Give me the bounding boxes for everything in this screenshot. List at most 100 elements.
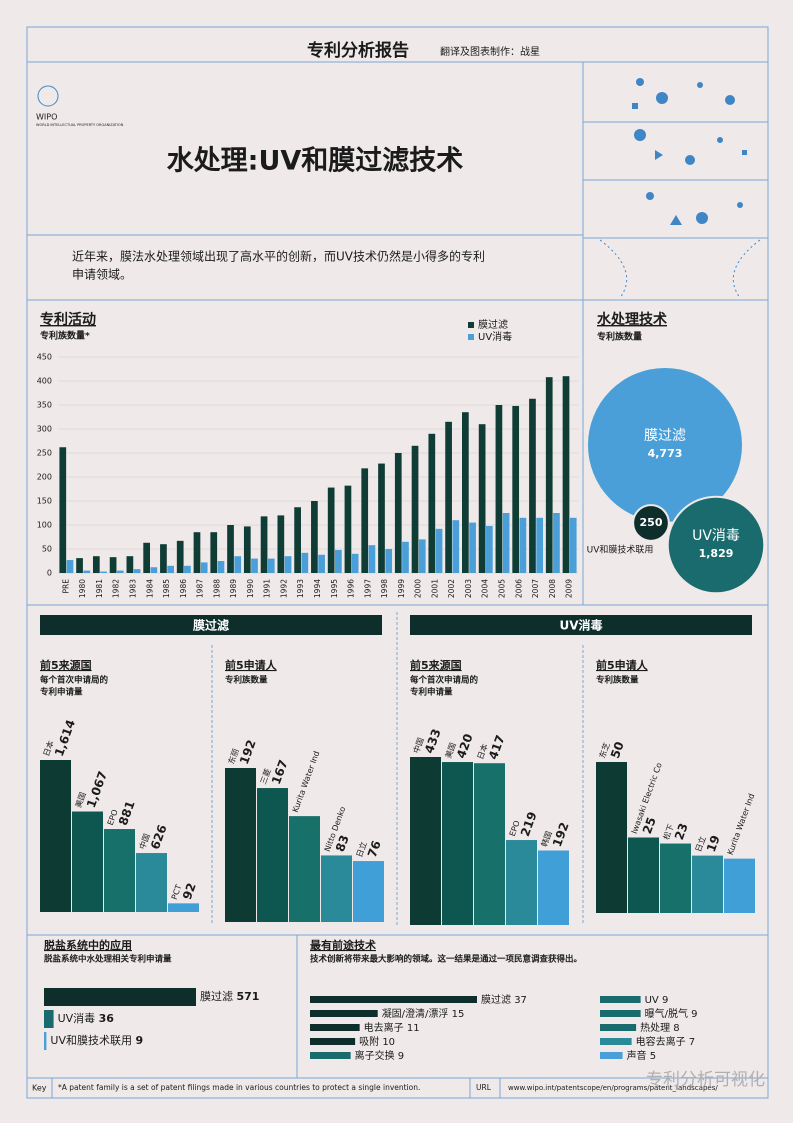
y-tick-label: 250	[37, 449, 52, 458]
bar-category: 膜过滤	[200, 990, 233, 1003]
bar	[251, 558, 258, 573]
bar	[311, 501, 318, 573]
x-tick-label: 1998	[380, 579, 389, 598]
bar-value: 9	[691, 1009, 697, 1020]
chart-title: 前5来源国	[40, 658, 92, 672]
x-tick-label: 1992	[279, 579, 288, 598]
y-tick-label: 50	[42, 545, 52, 554]
bar	[600, 996, 641, 1003]
bar	[385, 549, 393, 573]
x-tick-label: 1981	[95, 579, 104, 598]
bar	[310, 1052, 351, 1059]
x-tick-label: PRE	[61, 579, 70, 594]
y-tick-label: 150	[37, 497, 52, 506]
y-tick-label: 450	[37, 353, 52, 362]
bar	[442, 762, 473, 925]
bar	[562, 376, 570, 573]
legend-label: 膜过滤	[478, 318, 508, 331]
bar	[227, 525, 234, 573]
bar	[150, 567, 158, 573]
bar-category: 吸附	[359, 1035, 379, 1048]
bar	[310, 1038, 356, 1045]
x-tick-label: 1984	[145, 579, 154, 598]
bar	[143, 542, 151, 573]
chart-subtitle: 专利族数量	[225, 675, 268, 686]
bar	[553, 513, 560, 573]
bar-category: UV	[645, 995, 659, 1006]
bar	[72, 811, 103, 912]
bar-value: 10	[382, 1037, 395, 1048]
intro-line: 近年来，膜法水处理领域出现了高水平的创新，而UV技术仍然是小得多的专利	[72, 249, 485, 264]
x-tick-label: 1993	[296, 579, 305, 598]
bar	[321, 855, 352, 922]
x-tick-label: 1982	[112, 579, 121, 598]
x-tick-label: 2001	[430, 579, 439, 598]
bar	[168, 903, 199, 912]
bar	[545, 377, 553, 573]
bar	[318, 554, 325, 573]
chart-title: 最有前途技术	[310, 938, 376, 952]
x-tick-label: 1983	[128, 579, 137, 598]
chart-title: 水处理技术	[597, 311, 667, 328]
chart-subtitle: 专利族数量*	[40, 330, 90, 342]
y-tick-label: 350	[37, 401, 52, 410]
bar	[310, 1010, 378, 1017]
bar-label: 电去离子 11	[364, 1021, 420, 1034]
footer-url: www.wipo.int/patentscope/en/programs/pat…	[508, 1084, 718, 1092]
bar-label: 声音 5	[627, 1049, 657, 1062]
intro-line: 申请领域。	[72, 268, 132, 282]
credit: 翻译及图表制作：战星	[440, 45, 540, 58]
bar	[66, 560, 74, 573]
y-tick-label: 200	[37, 473, 52, 482]
chart-title: 专利活动	[40, 311, 96, 328]
x-tick-label: 1980	[78, 579, 87, 598]
chart-subtitle: 专利族数量	[597, 331, 642, 343]
decoration	[37, 78, 761, 299]
logo-sub: WORLD INTELLECTUAL PROPERTY ORGANIZATION	[36, 123, 124, 127]
bar	[335, 549, 342, 573]
bar	[506, 840, 537, 925]
bar	[126, 556, 134, 573]
bubble-value: 1,829	[699, 547, 734, 560]
bar-value: 7	[689, 1037, 695, 1048]
main-title: 水处理:UV和膜过滤技术	[167, 146, 464, 177]
bar-value: 37	[514, 995, 527, 1006]
bar-category: 电容去离子	[636, 1035, 686, 1048]
bar	[176, 540, 184, 573]
bar-label: 离子交换 9	[355, 1049, 405, 1062]
section-header	[40, 615, 382, 635]
chart-subtitle: 专利申请量	[410, 687, 453, 698]
chart-subtitle: 专利族数量	[596, 675, 639, 686]
chart-title: 前5申请人	[596, 658, 649, 672]
bubble-value: 250	[640, 516, 663, 529]
x-tick-label: 2007	[531, 579, 540, 598]
x-tick-label: 2009	[565, 579, 574, 598]
bar	[327, 487, 335, 573]
bar-category: UV和膜技术联用	[50, 1034, 132, 1047]
bar	[344, 485, 352, 573]
chart-subtitle: 专利申请量	[40, 687, 83, 698]
x-tick-label: 2003	[464, 579, 473, 598]
bar	[76, 558, 83, 573]
bar	[184, 565, 191, 573]
bar-value: 36	[99, 1012, 115, 1025]
bar	[411, 445, 419, 573]
footer-url-label: URL	[476, 1083, 492, 1092]
bar	[225, 768, 256, 922]
bar	[361, 468, 369, 573]
bar-label: 吸附 10	[359, 1035, 395, 1048]
bar	[538, 850, 569, 925]
bar-value: 92	[180, 881, 199, 901]
bar-label: 膜过滤 37	[481, 993, 527, 1006]
bar-value: 8	[673, 1023, 679, 1034]
bar	[200, 562, 208, 573]
bubble-label: UV消毒	[692, 528, 740, 544]
bar-value: 50	[608, 740, 627, 760]
bar	[83, 570, 91, 573]
bar	[368, 545, 376, 573]
legend-swatch	[468, 334, 474, 340]
bar	[495, 405, 503, 573]
bar	[167, 565, 174, 573]
x-tick-label: 1988	[212, 579, 221, 598]
